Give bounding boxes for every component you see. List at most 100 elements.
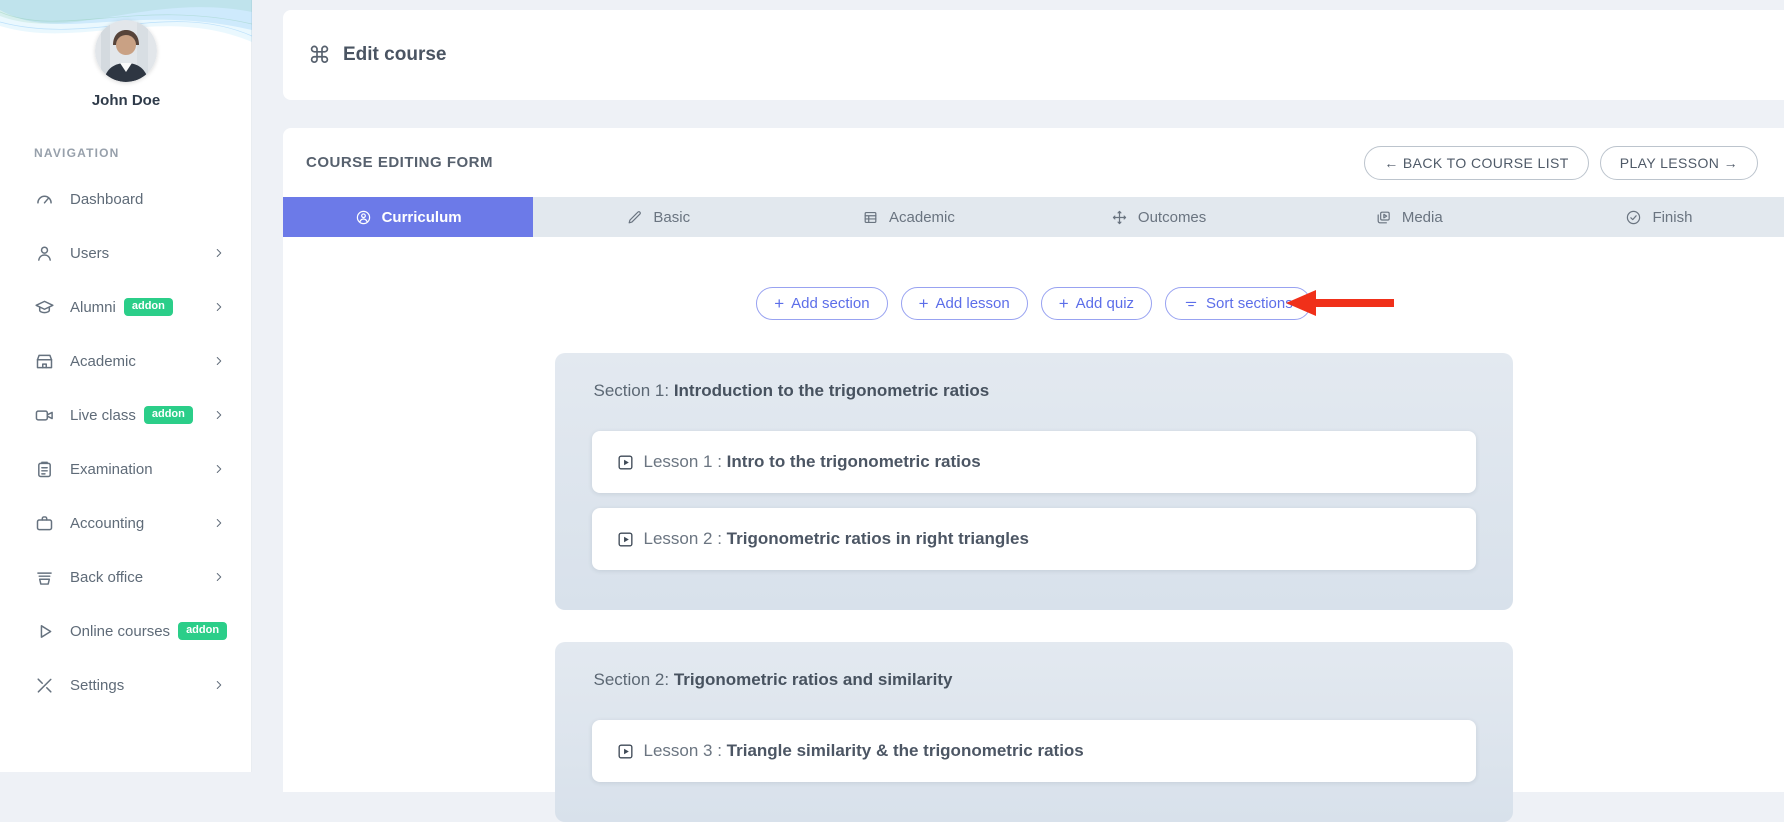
play-icon	[34, 621, 55, 642]
action-label: Add section	[791, 295, 869, 312]
tab-label: Curriculum	[382, 209, 462, 226]
action-label: Add lesson	[936, 295, 1010, 312]
sidebar-item-label: Alumni	[70, 299, 116, 316]
lesson-play-icon	[616, 453, 635, 472]
action-label: Sort sections	[1206, 295, 1293, 312]
sidebar-item-label: Dashboard	[70, 191, 143, 208]
sidebar-item-academic[interactable]: Academic	[0, 334, 252, 388]
chevron-right-icon	[212, 354, 226, 368]
sidebar-item-label: Settings	[70, 677, 124, 694]
command-icon: ⌘	[308, 44, 331, 67]
page-title: Edit course	[343, 44, 446, 66]
section-title: Section 1: Introduction to the trigonome…	[594, 381, 1476, 401]
add-section-button[interactable]: + Add section	[756, 287, 887, 320]
plus-icon: +	[1059, 295, 1069, 312]
sidebar-item-online-courses[interactable]: Online courses addon	[0, 604, 252, 658]
sidebar-item-dashboard[interactable]: Dashboard	[0, 172, 252, 226]
chevron-right-icon	[212, 516, 226, 530]
tab-outcomes[interactable]: Outcomes	[1034, 197, 1284, 237]
add-lesson-button[interactable]: + Add lesson	[901, 287, 1028, 320]
sidebar-item-label: Back office	[70, 569, 143, 586]
users-icon	[34, 243, 55, 264]
chevron-right-icon	[212, 462, 226, 476]
section-card: Section 1: Introduction to the trigonome…	[555, 353, 1513, 610]
plus-icon: +	[919, 295, 929, 312]
action-label: Add quiz	[1076, 295, 1134, 312]
page-header: ⌘ Edit course	[283, 10, 1784, 100]
addon-badge: addon	[124, 298, 173, 316]
tab-bar: Curriculum Basic Academic Outcomes Media Fini…	[283, 197, 1784, 237]
pen-icon	[626, 209, 643, 226]
section-card: Section 2: Trigonometric ratios and simi…	[555, 642, 1513, 822]
lesson-play-icon	[616, 530, 635, 549]
table-icon	[862, 209, 879, 226]
lesson-title: Lesson 2 : Trigonometric ratios in right…	[644, 529, 1029, 549]
tray-icon	[34, 567, 55, 588]
lesson-title: Lesson 3 : Triangle similarity & the tri…	[644, 741, 1084, 761]
sidebar-item-alumni[interactable]: Alumni addon	[0, 280, 252, 334]
sort-icon	[1183, 296, 1199, 312]
sidebar-item-back-office[interactable]: Back office	[0, 550, 252, 604]
move-icon	[1111, 209, 1128, 226]
user-name: John Doe	[0, 92, 252, 109]
addon-badge: addon	[178, 622, 227, 640]
tab-finish[interactable]: Finish	[1534, 197, 1784, 237]
sidebar-item-users[interactable]: Users	[0, 226, 252, 280]
media-icon	[1375, 209, 1392, 226]
tab-label: Academic	[889, 209, 955, 226]
main-content: ⌘ Edit course COURSE EDITING FORM ← BACK…	[252, 0, 1784, 772]
chevron-right-icon	[212, 246, 226, 260]
chevron-right-icon	[212, 678, 226, 692]
sidebar: John Doe NAVIGATION Dashboard Users Alumni…	[0, 0, 252, 772]
user-circle-icon	[355, 209, 372, 226]
tab-label: Basic	[653, 209, 690, 226]
section-title: Section 2: Trigonometric ratios and simi…	[594, 670, 1476, 690]
clipboard-icon	[34, 459, 55, 480]
lesson-title: Lesson 1 : Intro to the trigonometric ra…	[644, 452, 981, 472]
curriculum-content: + Add section + Add lesson + Add quiz Sort sec…	[283, 237, 1784, 822]
sidebar-item-label: Live class	[70, 407, 136, 424]
school-icon	[34, 351, 55, 372]
section-list: Section 1: Introduction to the trigonome…	[283, 353, 1784, 822]
sidebar-item-label: Users	[70, 245, 109, 262]
back-to-course-list-button[interactable]: ← BACK TO COURSE LIST	[1364, 146, 1588, 180]
navigation-caption: NAVIGATION	[34, 146, 120, 160]
tab-curriculum[interactable]: Curriculum	[283, 197, 533, 237]
card-header: COURSE EDITING FORM ← BACK TO COURSE LIS…	[283, 128, 1784, 197]
sidebar-item-label: Accounting	[70, 515, 144, 532]
tab-basic[interactable]: Basic	[533, 197, 783, 237]
tab-academic[interactable]: Academic	[783, 197, 1033, 237]
tab-label: Media	[1402, 209, 1443, 226]
form-title: COURSE EDITING FORM	[306, 154, 493, 171]
sidebar-item-label: Online courses	[70, 623, 170, 640]
tab-media[interactable]: Media	[1284, 197, 1534, 237]
tools-icon	[34, 675, 55, 696]
curriculum-actions: + Add section + Add lesson + Add quiz Sort sec…	[283, 287, 1784, 320]
sidebar-item-label: Academic	[70, 353, 136, 370]
plus-icon: +	[774, 295, 784, 312]
course-editing-card: COURSE EDITING FORM ← BACK TO COURSE LIS…	[283, 128, 1784, 792]
sidebar-item-live-class[interactable]: Live class addon	[0, 388, 252, 442]
chevron-right-icon	[212, 570, 226, 584]
lesson-row[interactable]: Lesson 2 : Trigonometric ratios in right…	[592, 508, 1476, 570]
play-lesson-button[interactable]: PLAY LESSON →	[1600, 146, 1758, 180]
red-arrow-annotation	[1284, 288, 1396, 318]
sidebar-item-accounting[interactable]: Accounting	[0, 496, 252, 550]
add-quiz-button[interactable]: + Add quiz	[1041, 287, 1152, 320]
sidebar-item-settings[interactable]: Settings	[0, 658, 252, 712]
tab-label: Finish	[1652, 209, 1692, 226]
sidebar-nav: Dashboard Users Alumni addon Academic Live cl…	[0, 172, 252, 712]
video-camera-icon	[34, 405, 55, 426]
chevron-right-icon	[212, 408, 226, 422]
sidebar-item-examination[interactable]: Examination	[0, 442, 252, 496]
gauge-icon	[34, 189, 55, 210]
check-circle-icon	[1625, 209, 1642, 226]
graduation-cap-icon	[34, 297, 55, 318]
lesson-row[interactable]: Lesson 3 : Triangle similarity & the tri…	[592, 720, 1476, 782]
user-avatar[interactable]	[95, 20, 157, 82]
lesson-row[interactable]: Lesson 1 : Intro to the trigonometric ra…	[592, 431, 1476, 493]
briefcase-icon	[34, 513, 55, 534]
lesson-play-icon	[616, 742, 635, 761]
tab-label: Outcomes	[1138, 209, 1206, 226]
addon-badge: addon	[144, 406, 193, 424]
